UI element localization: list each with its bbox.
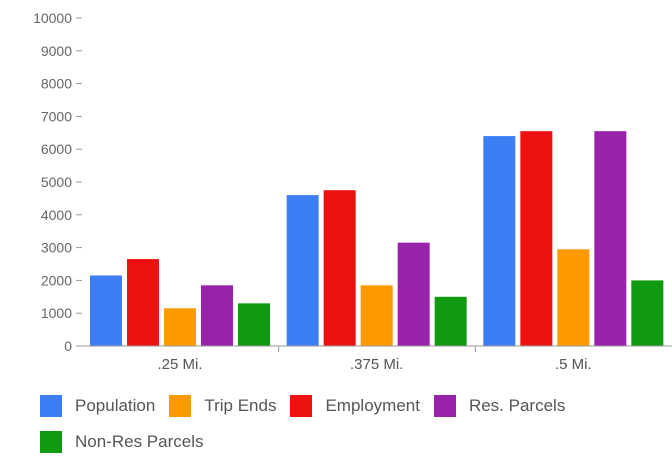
legend-label-population: Population xyxy=(75,396,156,415)
legend-swatch-population xyxy=(40,395,62,417)
y-tick-label: 6000 xyxy=(41,141,72,157)
x-tick-label: .375 Mi. xyxy=(350,356,403,373)
bar-employment-1[interactable] xyxy=(127,259,159,346)
y-tick-label: 4000 xyxy=(41,207,72,223)
y-tick-label: 3000 xyxy=(41,240,72,256)
bar-non-res-parcels-3[interactable] xyxy=(631,280,664,346)
legend-swatch-employment xyxy=(290,395,313,417)
y-tick-label: 9000 xyxy=(41,43,72,59)
y-tick-label: 0 xyxy=(64,338,72,354)
bar-res-parcels-1[interactable] xyxy=(201,285,233,346)
legend-item-trip-ends[interactable]: Trip Ends xyxy=(169,395,276,417)
y-tick-label: 5000 xyxy=(41,174,72,190)
y-tick-label: 7000 xyxy=(41,108,72,124)
y-tick-label: 2000 xyxy=(41,272,72,288)
legend-row-1: Population Trip Ends Employment Res. Par… xyxy=(40,391,672,421)
bar-population-1[interactable] xyxy=(90,275,122,346)
bar-population-3[interactable] xyxy=(483,136,516,346)
bar-non-res-parcels-1[interactable] xyxy=(238,303,270,346)
y-tick-label: 8000 xyxy=(41,76,72,92)
x-tick-label: .25 Mi. xyxy=(157,356,202,373)
legend-swatch-res-parcels xyxy=(433,395,456,417)
legend-item-res-parcels[interactable]: Res. Parcels xyxy=(433,395,566,417)
bar-trip-ends-1[interactable] xyxy=(164,308,196,346)
bar-chart: 0 1000 2000 3000 4000 5000 6000 7000 8000 9000 100… xyxy=(33,10,672,373)
legend-item-non-res-parcels[interactable]: Non-Res Parcels xyxy=(40,431,204,453)
bar-non-res-parcels-2[interactable] xyxy=(434,296,467,346)
legend-label-employment: Employment xyxy=(325,396,420,415)
bar-res-parcels-2[interactable] xyxy=(397,242,430,346)
legend-label-res-parcels: Res. Parcels xyxy=(468,396,566,415)
legend-item-employment[interactable]: Employment xyxy=(290,395,420,417)
legend-item-population[interactable]: Population xyxy=(40,395,155,417)
y-tick-label: 1000 xyxy=(41,305,72,321)
legend-row-2: Non-Res Parcels xyxy=(40,427,672,457)
bar-trip-ends-2[interactable] xyxy=(360,285,393,346)
legend-label-trip-ends: Trip Ends xyxy=(204,396,277,415)
legend-swatch-non-res-parcels xyxy=(40,431,62,453)
y-axis: 0 1000 2000 3000 4000 5000 6000 7000 8000 9000 100… xyxy=(33,10,82,354)
bar-trip-ends-3[interactable] xyxy=(557,249,590,346)
y-tick-label: 10000 xyxy=(33,10,72,26)
bar-employment-2[interactable] xyxy=(323,190,356,346)
x-axis: .25 Mi. .375 Mi. .5 Mi. xyxy=(82,345,672,373)
bars xyxy=(90,131,664,346)
legend-swatch-trip-ends xyxy=(169,395,192,417)
legend: Population Trip Ends Employment Res. Par… xyxy=(40,391,672,463)
legend-label-non-res-parcels: Non-Res Parcels xyxy=(75,432,204,451)
bar-population-2[interactable] xyxy=(286,195,319,346)
x-tick-label: .5 Mi. xyxy=(555,356,592,373)
bar-res-parcels-3[interactable] xyxy=(594,131,627,346)
bar-employment-3[interactable] xyxy=(520,131,553,346)
